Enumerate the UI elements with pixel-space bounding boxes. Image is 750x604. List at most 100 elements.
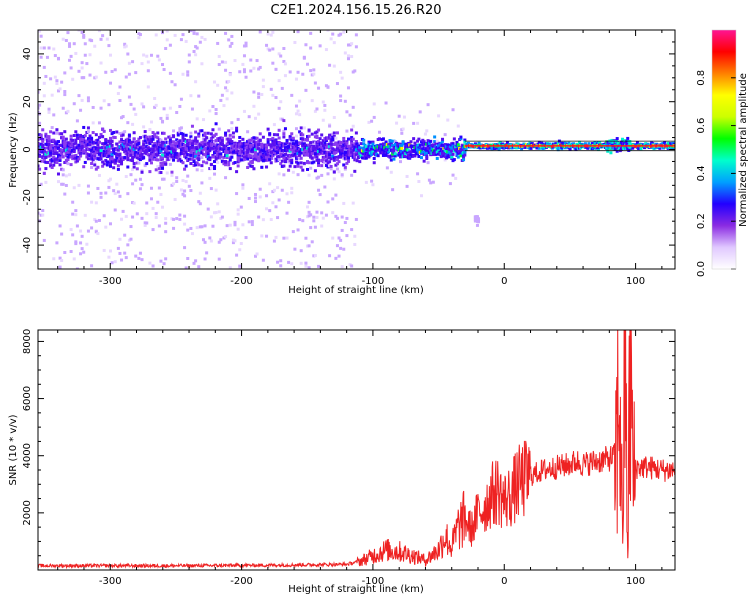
spectrogram-cell bbox=[209, 147, 213, 151]
spectrogram-cell bbox=[80, 31, 84, 35]
spectrogram-cell bbox=[115, 148, 119, 152]
spectrogram-cell bbox=[167, 141, 171, 145]
spectrogram-cell bbox=[63, 93, 67, 97]
spectrogram-cell bbox=[179, 97, 183, 101]
spectrogram-cell bbox=[372, 102, 376, 106]
spectrogram-cell bbox=[159, 259, 163, 263]
spectrogram-cell bbox=[178, 152, 182, 156]
spectrogram-cell bbox=[329, 133, 333, 137]
spectrogram-cell bbox=[315, 135, 319, 139]
spectrogram-cell bbox=[55, 151, 59, 155]
spectrogram-cell bbox=[342, 201, 346, 205]
spectrogram-cell bbox=[302, 126, 306, 130]
spectrogram-cell bbox=[294, 156, 298, 160]
spectrogram-cell bbox=[75, 156, 79, 160]
spectrogram-cell bbox=[55, 241, 59, 245]
spectrogram-cell bbox=[271, 136, 275, 140]
spectrogram-cell bbox=[282, 156, 286, 160]
spectrogram-cell bbox=[159, 144, 163, 148]
spectrogram-cell bbox=[186, 73, 190, 77]
spectrogram-cell bbox=[68, 173, 72, 177]
spectrogram-cell bbox=[186, 158, 190, 162]
spectrogram-cell bbox=[201, 145, 205, 149]
spectrogram-cell bbox=[173, 143, 177, 147]
spectrogram-cell bbox=[227, 150, 231, 154]
spectrogram-cell bbox=[280, 143, 284, 147]
spectrogram-cell bbox=[90, 200, 94, 204]
spectrogram-cell bbox=[324, 159, 328, 163]
spectrogram-cell bbox=[194, 155, 198, 159]
spectrogram-cell bbox=[184, 144, 188, 148]
spectrogram-cell bbox=[79, 149, 83, 153]
spectrogram-cell bbox=[90, 226, 94, 230]
spectrogram-xtick-label: -100 bbox=[362, 276, 385, 287]
spectrogram-cell bbox=[129, 146, 133, 150]
spectrogram-cell bbox=[126, 137, 130, 141]
spectrogram-cell bbox=[277, 198, 281, 202]
spectrogram-cell bbox=[318, 150, 322, 154]
spectrogram-cell bbox=[44, 150, 48, 154]
spectrogram-cell bbox=[279, 100, 283, 104]
spectrogram-cell bbox=[197, 200, 201, 204]
spectrogram-cell bbox=[452, 158, 456, 162]
spectrogram-cell bbox=[269, 150, 273, 154]
spectrogram-cell bbox=[276, 151, 280, 155]
spectrogram-cell bbox=[456, 124, 460, 128]
spectrogram-cell bbox=[187, 157, 191, 161]
spectrogram-cell bbox=[306, 205, 310, 209]
spectrogram-cell bbox=[79, 241, 83, 245]
spectrogram-cell bbox=[181, 178, 185, 182]
spectrogram-cell bbox=[118, 194, 122, 198]
spectrogram-cell bbox=[153, 141, 157, 145]
spectrogram-cell bbox=[309, 145, 313, 149]
spectrogram-cell bbox=[266, 127, 270, 131]
spectrogram-cell bbox=[574, 147, 578, 151]
spectrogram-cell bbox=[213, 167, 217, 171]
spectrogram-cell bbox=[362, 142, 366, 146]
spectrogram-cell bbox=[156, 165, 160, 169]
spectrogram-cell bbox=[320, 211, 324, 215]
spectrogram-cell bbox=[323, 144, 327, 148]
spectrogram-cell bbox=[134, 254, 138, 258]
spectrogram-cell bbox=[219, 147, 223, 151]
spectrogram-cell bbox=[310, 73, 314, 77]
spectrogram-cell bbox=[200, 146, 204, 150]
spectrogram-cell bbox=[448, 182, 452, 186]
spectrogram-cell bbox=[554, 142, 558, 146]
spectrogram-cell bbox=[45, 160, 49, 164]
spectrogram-cell bbox=[165, 148, 169, 152]
spectrogram-cell bbox=[83, 143, 87, 147]
spectrogram-cell bbox=[82, 135, 86, 139]
spectrogram-cell bbox=[238, 156, 242, 160]
spectrogram-cell bbox=[187, 53, 191, 57]
spectrogram-cell bbox=[93, 140, 97, 144]
spectrogram-cell bbox=[146, 60, 150, 64]
spectrogram-cell bbox=[274, 67, 278, 71]
spectrogram-cell bbox=[337, 254, 341, 258]
spectrogram-cell bbox=[137, 161, 141, 165]
spectrogram-cell bbox=[187, 153, 191, 157]
spectrogram-cell bbox=[348, 144, 352, 148]
spectrogram-cell bbox=[140, 102, 144, 106]
spectrogram-cell bbox=[348, 263, 352, 267]
spectrogram-cell bbox=[236, 160, 240, 164]
spectrogram-cell bbox=[301, 72, 305, 76]
spectrogram-cell bbox=[329, 142, 333, 146]
spectrogram-cell bbox=[77, 183, 81, 187]
spectrogram-cell bbox=[402, 154, 406, 158]
spectrogram-cell bbox=[170, 147, 174, 151]
spectrogram-cell bbox=[282, 59, 286, 63]
spectrogram-cell bbox=[405, 174, 409, 178]
spectrogram-cell bbox=[404, 142, 408, 146]
spectrogram-cell bbox=[400, 131, 404, 135]
spectrogram-cell bbox=[426, 139, 430, 143]
spectrogram-cell bbox=[274, 205, 278, 209]
spectrogram-cell bbox=[242, 154, 246, 158]
spectrogram-cell bbox=[88, 154, 92, 158]
spectrogram-cell bbox=[198, 191, 202, 195]
spectrogram-cell bbox=[242, 109, 246, 113]
spectrogram-cell bbox=[86, 184, 90, 188]
spectrogram-cell bbox=[205, 155, 209, 159]
spectrogram-cell bbox=[156, 136, 160, 140]
spectrogram-cell bbox=[211, 140, 215, 144]
